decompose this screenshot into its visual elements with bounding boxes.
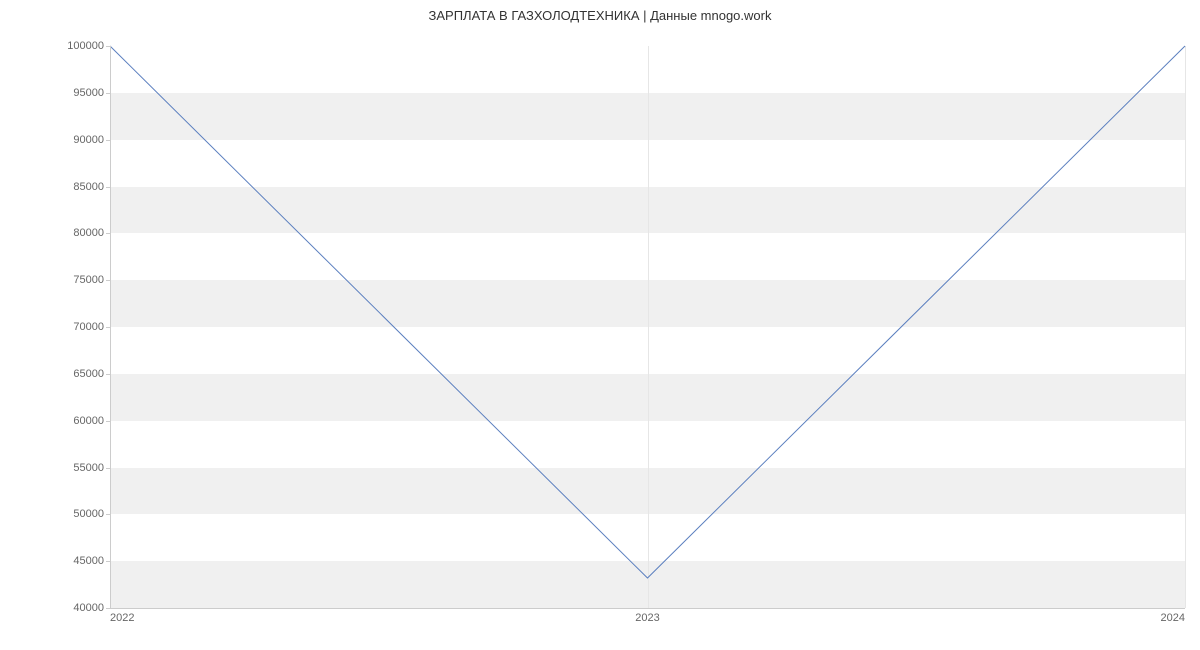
y-tick-label: 70000 <box>73 321 110 333</box>
y-tick-mark <box>106 514 110 515</box>
x-tick-label: 2022 <box>110 608 134 624</box>
y-tick-mark <box>106 468 110 469</box>
y-tick-label: 55000 <box>73 462 110 474</box>
y-tick-mark <box>106 280 110 281</box>
y-tick-label: 80000 <box>73 227 110 239</box>
y-tick-mark <box>106 93 110 94</box>
y-tick-mark <box>106 233 110 234</box>
y-axis-line <box>110 46 111 608</box>
y-tick-label: 60000 <box>73 415 110 427</box>
chart-svg <box>110 46 1185 608</box>
x-tick-label: 2024 <box>1161 608 1185 624</box>
vertical-gridline <box>1185 46 1186 608</box>
y-tick-mark <box>106 187 110 188</box>
y-tick-label: 95000 <box>73 87 110 99</box>
y-tick-label: 75000 <box>73 274 110 286</box>
y-tick-label: 85000 <box>73 181 110 193</box>
y-tick-label: 45000 <box>73 555 110 567</box>
y-tick-mark <box>106 140 110 141</box>
y-tick-mark <box>106 374 110 375</box>
salary-line <box>110 46 1185 578</box>
plot-area: 4000045000500005500060000650007000075000… <box>110 46 1185 608</box>
y-tick-label: 40000 <box>73 602 110 614</box>
y-tick-label: 100000 <box>67 40 110 52</box>
x-tick-label: 2023 <box>635 608 659 624</box>
y-tick-mark <box>106 46 110 47</box>
y-tick-label: 90000 <box>73 134 110 146</box>
y-tick-mark <box>106 327 110 328</box>
chart-title: ЗАРПЛАТА В ГАЗХОЛОДТЕХНИКА | Данные mnog… <box>0 8 1200 23</box>
y-tick-label: 50000 <box>73 508 110 520</box>
chart-container: ЗАРПЛАТА В ГАЗХОЛОДТЕХНИКА | Данные mnog… <box>0 0 1200 650</box>
y-tick-label: 65000 <box>73 368 110 380</box>
y-tick-mark <box>106 561 110 562</box>
y-tick-mark <box>106 421 110 422</box>
